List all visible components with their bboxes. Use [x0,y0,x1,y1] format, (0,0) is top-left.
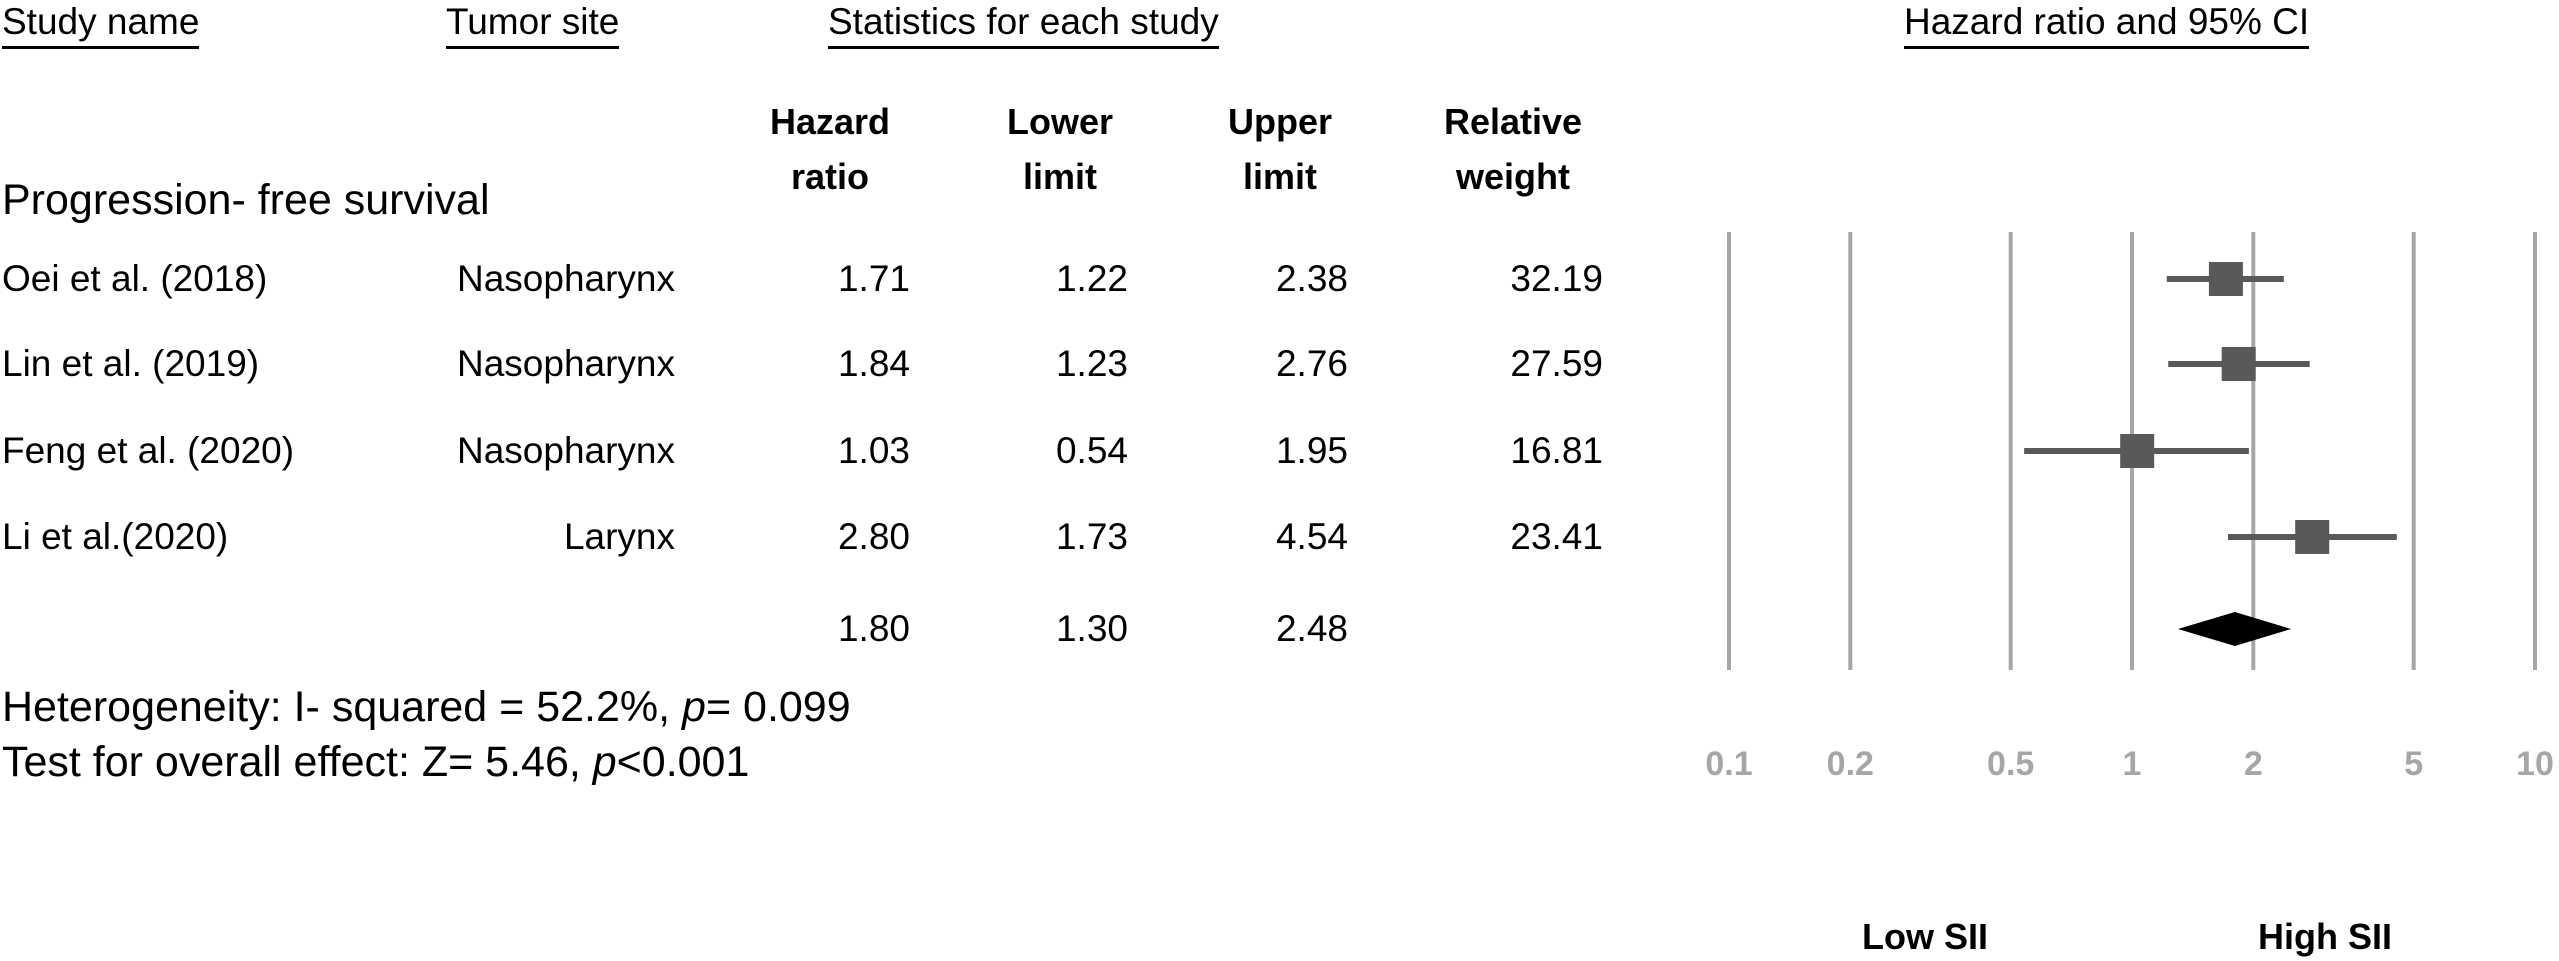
heterogeneity-p-label: p [682,683,706,731]
low-sii-label: Low SII [1862,916,1988,957]
header-hazard-ratio-ci: Hazard ratio and 95% CI [1904,0,2310,49]
relative-weight-value: 23.41 [1510,516,1603,557]
relative-weight-value: 27.59 [1510,343,1603,384]
x-tick-label: 0.5 [1987,745,2034,783]
section-title: Progression- free survival [2,176,490,224]
column-header-hazard-ratio: Hazard ratio [730,94,930,204]
heterogeneity-prefix: Heterogeneity: I- squared = 52.2%, [2,683,683,731]
column-header-relative-weight-line1: Relative [1443,101,1583,142]
header-statistics: Statistics for each study [828,0,1219,49]
column-header-hazard-ratio-line2: ratio [790,156,869,197]
tumor-site: Nasopharynx [456,343,675,384]
overall-lower-limit-value: 1.30 [1055,608,1128,649]
column-header-upper-limit: Upper limit [1180,94,1380,204]
overall-effect-prefix: Test for overall effect: Z= 5.46, [2,738,593,786]
overall-effect-diamond [2177,612,2291,646]
overall-hazard-ratio-value: 1.80 [837,608,910,649]
column-header-relative-weight-line2: weight [1456,156,1570,197]
hazard-ratio-markers [2120,262,2330,554]
x-tick-label: 0.1 [1705,745,1752,783]
tumor-site: Larynx [563,516,675,557]
heterogeneity-text: Heterogeneity: I- squared = 52.2%, p= 0.… [2,683,851,732]
hazard-ratio-value: 2.80 [837,516,910,557]
high-sii-label: High SII [2258,916,2392,957]
hazard-ratio-value: 1.03 [837,430,910,471]
hr-marker [2120,434,2155,468]
overall-upper-limit-value: 2.48 [1275,608,1348,649]
header-study-name: Study name [2,0,200,49]
x-tick-label: 10 [2516,745,2554,783]
study-name: Lin et al. (2019) [2,343,260,384]
upper-limit-value: 1.95 [1275,430,1348,471]
relative-weight-value: 16.81 [1510,430,1603,471]
confidence-intervals [2024,276,2397,540]
study-name: Li et al.(2020) [2,516,229,557]
tumor-site: Nasopharynx [456,430,675,471]
upper-limit-value: 4.54 [1275,516,1348,557]
overall-effect-p-label: p [592,738,617,786]
heterogeneity-p-value: = 0.099 [705,683,851,731]
header-tumor-site: Tumor site [446,0,620,49]
upper-limit-value: 2.76 [1275,343,1348,384]
column-header-relative-weight: Relative weight [1413,94,1613,204]
hr-marker [2208,262,2243,296]
hr-marker [2295,520,2330,554]
x-tick-label: 1 [2123,745,2142,783]
tumor-site: Nasopharynx [456,258,675,299]
overall-effect-text: Test for overall effect: Z= 5.46, p<0.00… [2,738,749,787]
x-axis-ticks: 0.1 0.2 0.5 1 2 5 10 [1705,745,2554,783]
lower-limit-value: 0.54 [1055,430,1128,471]
column-header-lower-limit-line1: Lower [1006,101,1113,142]
study-name: Feng et al. (2020) [2,430,295,471]
x-tick-label: 0.2 [1827,745,1874,783]
x-tick-label: 2 [2244,745,2263,783]
column-header-upper-limit-line2: limit [1242,156,1317,197]
column-header-lower-limit: Lower limit [960,94,1160,204]
column-header-hazard-ratio-line1: Hazard [769,101,891,142]
lower-limit-value: 1.73 [1055,516,1128,557]
grid-lines [1727,232,2537,670]
column-header-lower-limit-line2: limit [1022,156,1097,197]
hr-marker [2221,347,2256,381]
relative-weight-value: 32.19 [1510,258,1603,299]
upper-limit-value: 2.38 [1275,258,1348,299]
column-header-upper-limit-line1: Upper [1227,101,1332,142]
lower-limit-value: 1.23 [1055,343,1128,384]
hazard-ratio-value: 1.84 [837,343,910,384]
overall-effect-p-value: <0.001 [616,738,750,786]
x-tick-label: 5 [2404,745,2423,783]
hazard-ratio-value: 1.71 [837,258,910,299]
study-name: Oei et al. (2018) [2,258,268,299]
lower-limit-value: 1.22 [1055,258,1128,299]
